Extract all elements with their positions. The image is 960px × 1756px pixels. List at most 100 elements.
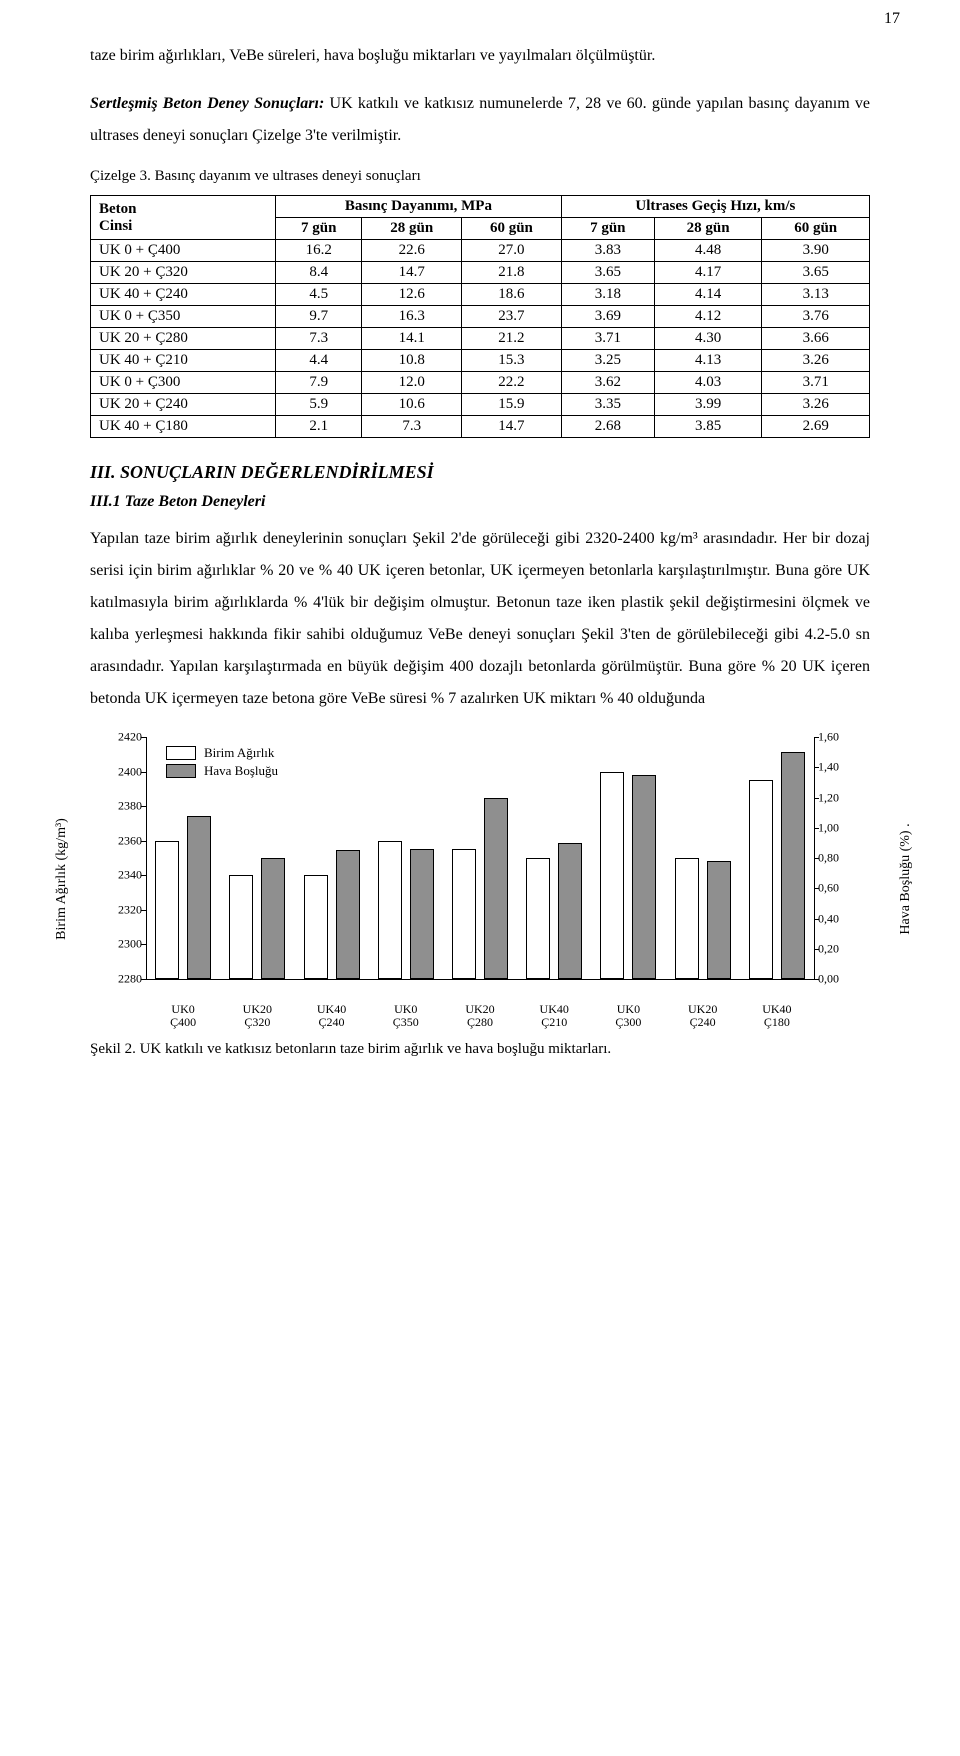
table-row: UK 40 + Ç2104.410.815.33.254.133.26 <box>91 350 870 372</box>
x-axis-line <box>146 979 814 980</box>
table3-cell: 2.1 <box>276 416 362 438</box>
table3-cell: 14.7 <box>462 416 562 438</box>
table3-cell: 4.5 <box>276 284 362 306</box>
page: 17 taze birim ağırlıkları, VeBe süreleri… <box>0 0 960 1078</box>
table3-cell: 7.3 <box>362 416 462 438</box>
left-tick-label: 2300 <box>102 937 142 952</box>
chart-legend: Birim Ağırlık Hava Boşluğu <box>160 741 284 783</box>
table3-cell: 4.48 <box>654 240 762 262</box>
table3-cell: 3.26 <box>762 394 870 416</box>
legend-row-1: Birim Ağırlık <box>166 745 278 761</box>
table3-cell: 8.4 <box>276 262 362 284</box>
legend-label-hava: Hava Boşluğu <box>204 763 278 779</box>
bar-hava-boslugu <box>261 858 285 979</box>
left-tick-label: 2320 <box>102 902 142 917</box>
x-category-label: UK20Ç280 <box>465 1003 494 1029</box>
table3-cell: 5.9 <box>276 394 362 416</box>
legend-row-2: Hava Boşluğu <box>166 763 278 779</box>
bar-birim-agirlik <box>378 841 402 979</box>
table3-body: UK 0 + Ç40016.222.627.03.834.483.90UK 20… <box>91 240 870 438</box>
table3-cell: 10.8 <box>362 350 462 372</box>
bar-birim-agirlik <box>526 858 550 979</box>
table3-cell: 14.1 <box>362 328 462 350</box>
table3-cell: 9.7 <box>276 306 362 328</box>
table-row: UK 0 + Ç3509.716.323.73.694.123.76 <box>91 306 870 328</box>
legend-label-birim: Birim Ağırlık <box>204 745 274 761</box>
x-category-label: UK40Ç240 <box>317 1003 346 1029</box>
table3-cell: 22.2 <box>462 372 562 394</box>
table3-head-group2: Ultrases Geçiş Hızı, km/s <box>561 196 869 218</box>
bar-birim-agirlik <box>452 849 476 979</box>
table3-cell: 3.69 <box>561 306 654 328</box>
table3-cell: 22.6 <box>362 240 462 262</box>
bar-hava-boslugu <box>336 850 360 979</box>
table3-cell: 3.13 <box>762 284 870 306</box>
chart-container: Birim Ağırlık (kg/m³) Hava Boşluğu (%) .… <box>90 729 870 1029</box>
section3-title: III. SONUÇLARIN DEĞERLENDİRİLMESİ <box>90 462 870 483</box>
table3-cell: 23.7 <box>462 306 562 328</box>
table3-cell: 4.4 <box>276 350 362 372</box>
table3-cell: 3.25 <box>561 350 654 372</box>
right-tick-label: 1,20 <box>818 790 858 805</box>
section3-1-title: III.1 Taze Beton Deneyleri <box>90 493 870 511</box>
table3-cell: 3.83 <box>561 240 654 262</box>
table3-rowlabel: UK 0 + Ç350 <box>91 306 276 328</box>
x-category-label: UK40Ç210 <box>540 1003 569 1029</box>
right-tick-label: 1,60 <box>818 730 858 745</box>
intro-paragraph: taze birim ağırlıkları, VeBe süreleri, h… <box>90 40 870 72</box>
x-category-label: UK0Ç350 <box>393 1003 419 1029</box>
y-axis-left-label: Birim Ağırlık (kg/m³) <box>54 818 70 940</box>
x-category-label: UK40Ç180 <box>762 1003 791 1029</box>
right-tick-label: 0,80 <box>818 851 858 866</box>
table3-cell: 3.99 <box>654 394 762 416</box>
table3-cell: 2.68 <box>561 416 654 438</box>
table3-cell: 4.17 <box>654 262 762 284</box>
bar-hava-boslugu <box>187 816 211 979</box>
table3-rowlabel: UK 0 + Ç400 <box>91 240 276 262</box>
bar-birim-agirlik <box>155 841 179 979</box>
table3-cell: 3.71 <box>762 372 870 394</box>
table3-cell: 4.12 <box>654 306 762 328</box>
table-row: UK 20 + Ç3208.414.721.83.654.173.65 <box>91 262 870 284</box>
right-tick-label: 0,20 <box>818 941 858 956</box>
left-tick-label: 2280 <box>102 972 142 987</box>
bar-hava-boslugu <box>781 752 805 979</box>
table3-subhead-cell: 28 gün <box>654 218 762 240</box>
bar-birim-agirlik <box>229 875 253 979</box>
table3-subhead-cell: 60 gün <box>762 218 870 240</box>
table3-cell: 3.18 <box>561 284 654 306</box>
table3-cell: 7.9 <box>276 372 362 394</box>
y-axis-left-line <box>146 737 147 979</box>
table3-cell: 4.30 <box>654 328 762 350</box>
table3-rowlabel: UK 20 + Ç280 <box>91 328 276 350</box>
table3-cell: 12.6 <box>362 284 462 306</box>
table3-cell: 3.62 <box>561 372 654 394</box>
bar-hava-boslugu <box>707 861 731 979</box>
para-sertlesmis: Sertleşmiş Beton Deney Sonuçları: UK kat… <box>90 88 870 152</box>
table3-cell: 27.0 <box>462 240 562 262</box>
table3-cell: 3.76 <box>762 306 870 328</box>
table3-rowlabel: UK 40 + Ç240 <box>91 284 276 306</box>
table3-cell: 12.0 <box>362 372 462 394</box>
table3-cell: 14.7 <box>362 262 462 284</box>
bar-hava-boslugu <box>632 775 656 979</box>
table3-cell: 3.65 <box>561 262 654 284</box>
section3-para: Yapılan taze birim ağırlık deneylerinin … <box>90 523 870 715</box>
right-tick-label: 0,60 <box>818 881 858 896</box>
table3-cell: 3.66 <box>762 328 870 350</box>
table3-cell: 10.6 <box>362 394 462 416</box>
table3-cell: 4.03 <box>654 372 762 394</box>
table3: Beton Cinsi Basınç Dayanımı, MPa Ultrase… <box>90 195 870 438</box>
table3-head: Beton Cinsi Basınç Dayanımı, MPa Ultrase… <box>91 196 870 240</box>
table3-cell: 21.2 <box>462 328 562 350</box>
table3-rowlabel: UK 0 + Ç300 <box>91 372 276 394</box>
bar-hava-boslugu <box>410 849 434 979</box>
bar-birim-agirlik <box>600 772 624 979</box>
table3-cell: 3.85 <box>654 416 762 438</box>
left-tick-label: 2380 <box>102 799 142 814</box>
x-category-label: UK20Ç240 <box>688 1003 717 1029</box>
table3-subhead-cell: 7 gün <box>561 218 654 240</box>
table3-cell: 21.8 <box>462 262 562 284</box>
table3-cell: 16.3 <box>362 306 462 328</box>
right-tick-label: 0,00 <box>818 972 858 987</box>
